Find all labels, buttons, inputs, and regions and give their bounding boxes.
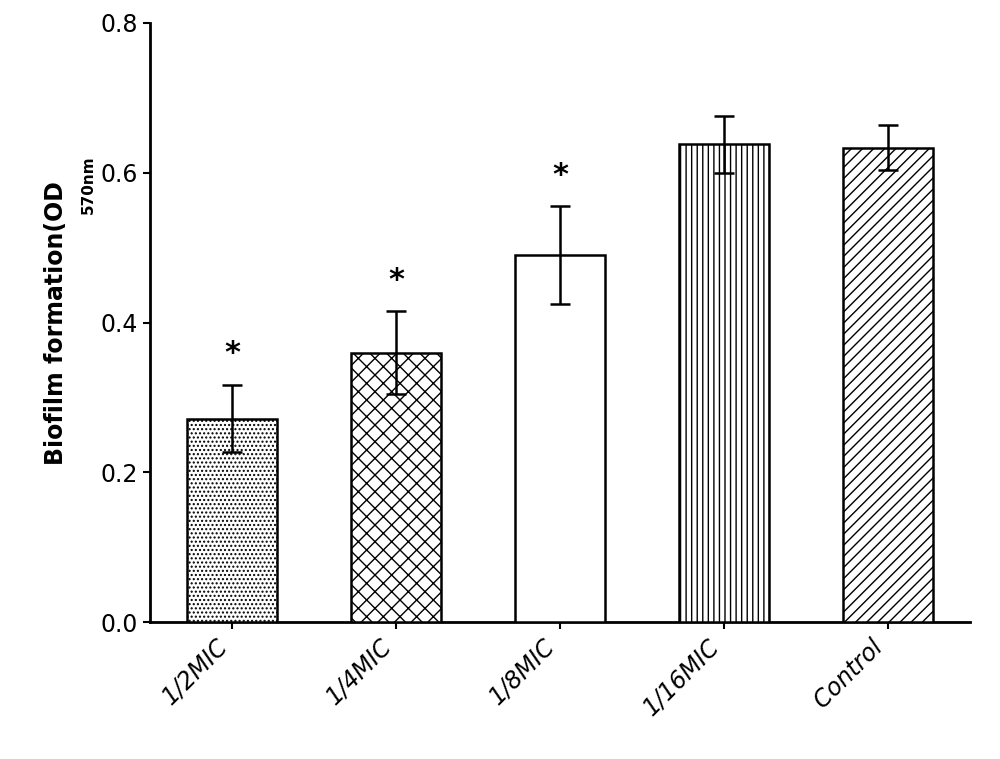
Bar	[351, 352, 441, 622]
Text: Biofilm formation(OD: Biofilm formation(OD	[44, 181, 68, 465]
Text: *: *	[552, 161, 568, 190]
Bar	[187, 418, 277, 622]
Bar	[843, 148, 933, 622]
Text: *: *	[388, 266, 404, 294]
Bar	[679, 144, 769, 622]
Bar	[515, 255, 605, 622]
Text: *: *	[224, 339, 240, 368]
Text: 570nm: 570nm	[81, 156, 96, 214]
